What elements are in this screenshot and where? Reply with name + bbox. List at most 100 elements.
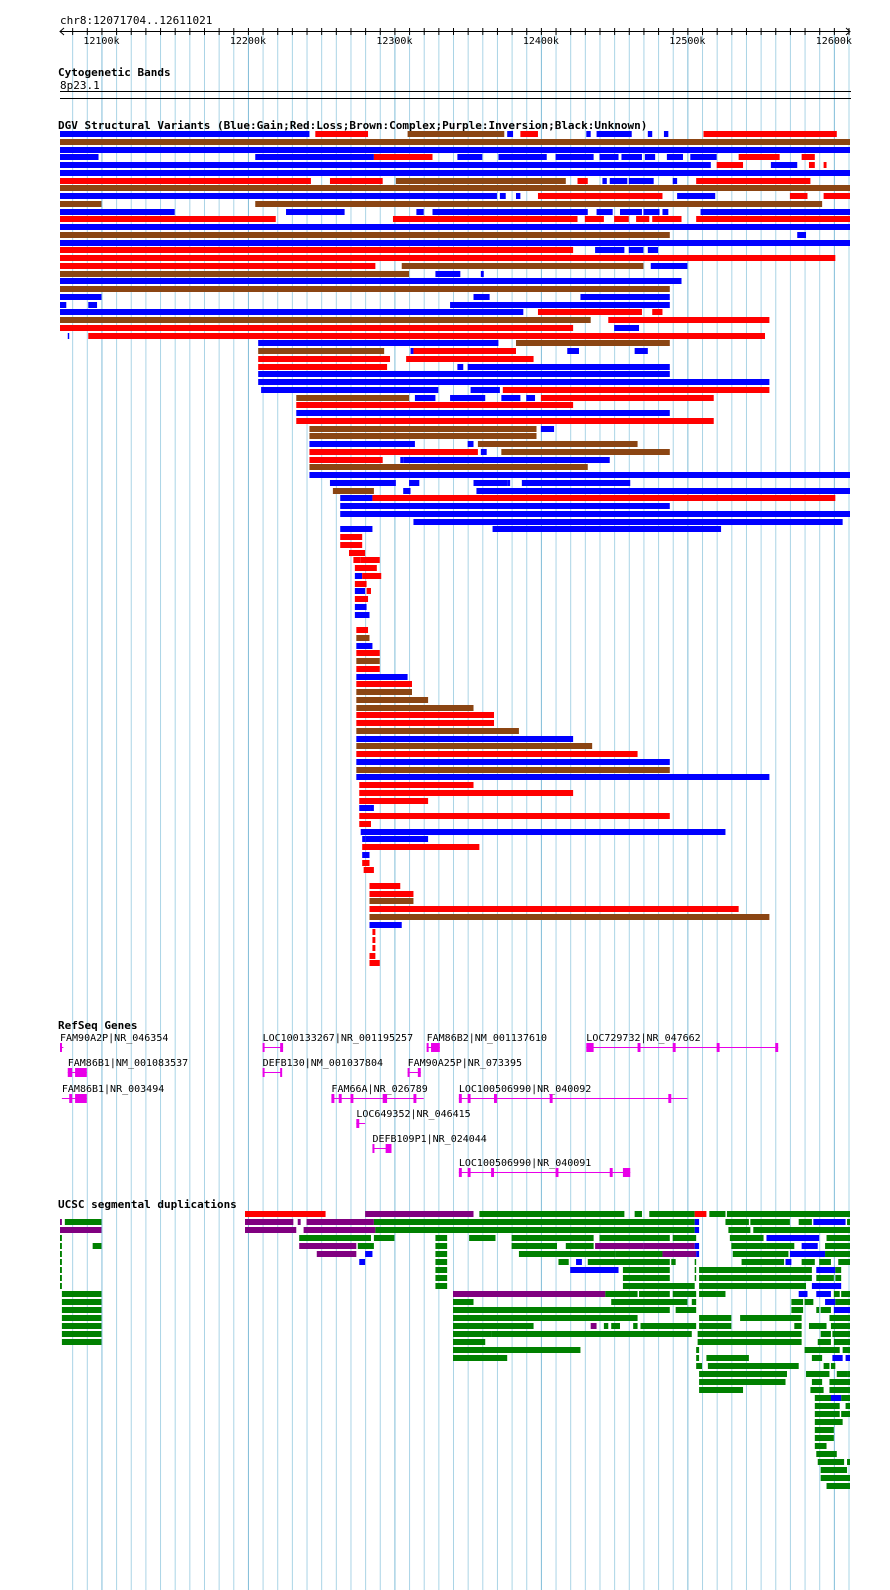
dgv-variant	[369, 953, 376, 959]
dgv-variant	[608, 317, 770, 323]
refseq-exon	[350, 1094, 354, 1103]
segdup-feature	[435, 1235, 448, 1241]
refseq-exon	[413, 1094, 417, 1103]
dgv-variant	[369, 906, 739, 912]
dgv-variant	[60, 286, 670, 292]
dgv-variant	[700, 209, 850, 215]
dgv-variant	[258, 340, 499, 346]
segdup-feature	[707, 1363, 799, 1369]
dgv-variant	[520, 131, 538, 137]
segdup-feature	[817, 1459, 845, 1465]
dgv-variant	[501, 395, 521, 401]
dgv-variant	[450, 302, 670, 308]
segdup-feature	[728, 1227, 751, 1233]
dgv-variant	[60, 147, 850, 153]
refseq-exon	[622, 1168, 631, 1177]
segdup-feature	[841, 1291, 850, 1297]
dgv-variant	[647, 131, 653, 137]
refseq-exon	[586, 1043, 594, 1052]
refseq-gene-label: LOC649352|NR_046415	[356, 1109, 470, 1120]
dgv-variant	[643, 209, 660, 215]
dgv-variant	[60, 263, 376, 269]
dgv-variant	[353, 557, 361, 563]
segdup-feature	[672, 1235, 697, 1241]
dgv-variant	[666, 154, 683, 160]
dgv-variant	[555, 154, 594, 160]
dgv-variant	[672, 178, 678, 184]
segdup-feature	[732, 1251, 789, 1257]
refseq-exon	[69, 1094, 73, 1103]
dgv-variant	[60, 294, 102, 300]
dgv-variant	[356, 767, 670, 773]
segdup-feature	[636, 1307, 670, 1313]
dgv-variant	[296, 418, 714, 424]
refseq-exon	[60, 1043, 62, 1052]
dgv-variant	[540, 395, 714, 401]
segdup-feature	[365, 1211, 474, 1217]
dgv-variant	[354, 565, 377, 571]
dgv-variant	[586, 131, 591, 137]
segdup-feature	[590, 1323, 597, 1329]
segdup-feature	[726, 1211, 850, 1217]
dgv-variant	[403, 488, 411, 494]
segdup-feature	[791, 1307, 804, 1313]
segdup-feature	[823, 1363, 830, 1369]
refseq-exon	[262, 1043, 265, 1052]
dgv-variant	[354, 612, 370, 618]
segdup-feature	[706, 1355, 749, 1361]
segdup-feature	[832, 1355, 843, 1361]
dgv-variant	[602, 178, 607, 184]
dgv-variant	[60, 154, 99, 160]
dgv-variant	[663, 131, 669, 137]
dgv-variant	[696, 216, 850, 222]
segdup-feature	[808, 1323, 827, 1329]
segdup-feature	[60, 1267, 62, 1273]
segdup-feature	[435, 1275, 448, 1281]
dgv-variant	[258, 364, 388, 370]
segdup-feature	[836, 1371, 848, 1377]
segdup-feature	[725, 1219, 749, 1225]
dgv-variant	[356, 635, 370, 641]
cytoband-band-top	[60, 91, 851, 92]
dgv-variant	[359, 821, 371, 827]
segdup-feature	[810, 1387, 824, 1393]
segdup-feature	[595, 1243, 644, 1249]
dgv-variant	[662, 209, 669, 215]
ruler-tick-label: 12600k	[816, 36, 852, 47]
segdup-feature	[511, 1243, 558, 1249]
segdup-feature	[697, 1331, 802, 1337]
dgv-variant	[369, 922, 402, 928]
segdup-feature	[60, 1251, 62, 1257]
segdup-feature	[699, 1275, 812, 1281]
segdup-feature	[729, 1235, 764, 1241]
refseq-exon	[417, 1068, 421, 1077]
segdup-feature	[841, 1395, 850, 1401]
segdup-feature	[699, 1267, 812, 1273]
refseq-exon	[491, 1168, 495, 1177]
segdup-feature	[847, 1219, 850, 1225]
dgv-variant	[413, 519, 843, 525]
dgv-variant	[526, 395, 536, 401]
segdup-feature	[61, 1323, 102, 1329]
dgv-variant	[315, 131, 369, 137]
dgv-variant	[596, 209, 613, 215]
segdup-feature	[435, 1267, 448, 1273]
segdup-feature	[435, 1283, 448, 1289]
dgv-variant	[409, 480, 420, 486]
segdup-feature	[453, 1339, 486, 1345]
segdup-feature	[587, 1259, 670, 1265]
segdup-feature	[696, 1363, 703, 1369]
refseq-exon	[385, 1144, 392, 1153]
dgv-variant	[60, 325, 574, 331]
segdup-feature	[811, 1355, 823, 1361]
dgv-variant	[652, 216, 682, 222]
segdup-feature	[696, 1347, 700, 1353]
dgv-variant	[255, 154, 374, 160]
dgv-variant	[356, 736, 574, 742]
cytoband-band-bottom	[60, 98, 851, 99]
segdup-feature	[789, 1251, 826, 1257]
segdup-feature	[814, 1395, 833, 1401]
segdup-feature	[833, 1339, 850, 1345]
segdup-feature	[61, 1307, 102, 1313]
segdup-feature	[816, 1291, 831, 1297]
